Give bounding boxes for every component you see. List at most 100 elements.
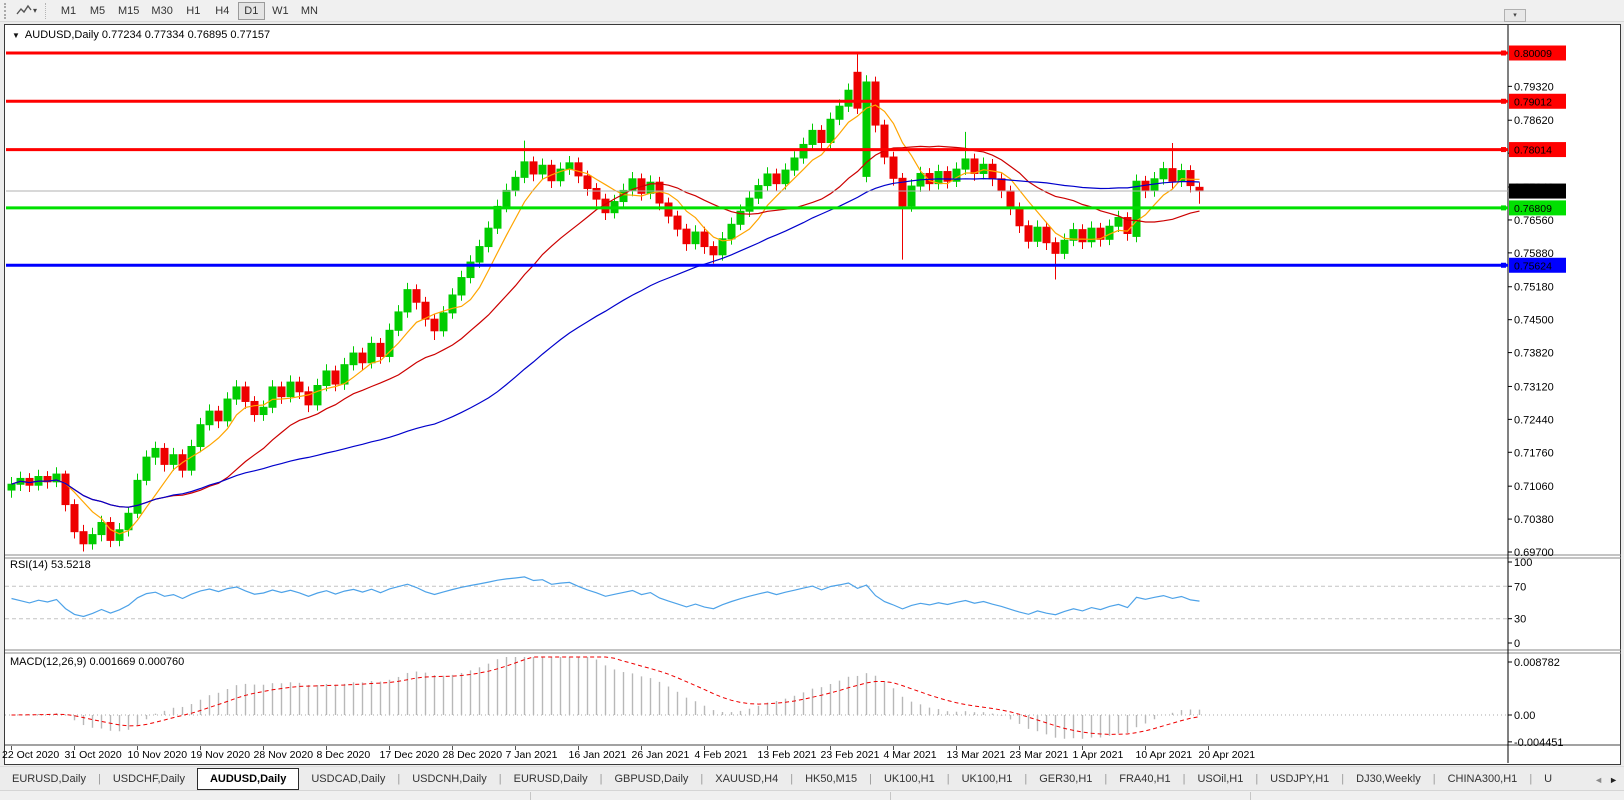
tab-divider: | [599,773,603,785]
svg-text:7 Jan 2021: 7 Jan 2021 [506,749,558,761]
svg-text:19 Nov 2020: 19 Nov 2020 [191,749,251,761]
panel-separators [5,25,1621,763]
timeframe-h4-button[interactable]: H4 [209,2,236,20]
tab-gbpusd-daily[interactable]: GBPUSD,Daily [614,773,689,785]
price-badges: 0.80009 0.79012 0.78014 0.76809 0.75624 0.771… [1509,45,1566,273]
status-separator [530,792,531,800]
ma-slow-line [11,177,1200,508]
toolbar-separator [45,2,47,19]
svg-text:0.76560: 0.76560 [1514,215,1554,227]
tab-u[interactable]: U [1544,773,1553,785]
tab-divider: | [790,773,794,785]
svg-text:0.75180: 0.75180 [1514,282,1554,294]
tab-divider: | [498,773,502,785]
chart-title-text: AUDUSD,Daily 0.77234 0.77334 0.76895 0.7… [24,29,271,41]
svg-text:0.70380: 0.70380 [1514,514,1554,526]
svg-text:8 Dec 2020: 8 Dec 2020 [317,749,371,761]
timeframe-m30-button[interactable]: M30 [146,2,177,20]
svg-text:30: 30 [1514,614,1526,626]
svg-text:0.79320: 0.79320 [1514,81,1554,93]
tab-divider: | [946,773,950,785]
tab-usdjpy-h1[interactable]: USDJPY,H1 [1270,773,1330,785]
moving-average-lines[interactable] [11,104,1200,535]
timeframe-d1-button[interactable]: D1 [237,1,265,20]
chevron-down-icon[interactable]: ▾ [33,6,38,15]
svg-text:0.79012: 0.79012 [1514,96,1552,108]
macd-signal-line [11,656,1200,735]
svg-text:-0.004451: -0.004451 [1514,737,1564,749]
svg-text:26 Jan 2021: 26 Jan 2021 [632,749,690,761]
tab-scroll-arrows: ◄ ► [1590,771,1622,789]
svg-text:0.00: 0.00 [1514,710,1535,722]
svg-text:13 Mar 2021: 13 Mar 2021 [947,749,1006,761]
rsi-line [11,576,1200,618]
svg-text:0.71060: 0.71060 [1514,481,1554,493]
rsi-indicator-label: RSI(14) 53.5218 [10,559,91,571]
tab-divider: | [1024,773,1028,785]
tab-usdcad-daily[interactable]: USDCAD,Daily [311,773,386,785]
timeframe-m5-button[interactable]: M5 [84,2,111,20]
svg-text:0.73820: 0.73820 [1514,348,1554,360]
svg-text:0.78620: 0.78620 [1514,115,1554,127]
svg-text:0.78014: 0.78014 [1514,145,1552,157]
svg-text:16 Jan 2021: 16 Jan 2021 [569,749,627,761]
svg-text:13 Feb 2021: 13 Feb 2021 [758,749,817,761]
tab-divider: | [1104,773,1108,785]
svg-text:0.69700: 0.69700 [1514,547,1554,559]
timeframe-m1-button[interactable]: M1 [55,2,82,20]
svg-text:4 Mar 2021: 4 Mar 2021 [884,749,937,761]
svg-text:20 Apr 2021: 20 Apr 2021 [1199,749,1256,761]
svg-text:0.76809: 0.76809 [1514,203,1552,215]
svg-text:0.75624: 0.75624 [1514,260,1552,272]
toolbar: ▾ M1 M5 M15 M30 H1 H4 D1 W1 MN ▾ [0,0,1624,22]
svg-text:0.008782: 0.008782 [1514,657,1560,669]
status-bar [0,790,1624,800]
svg-text:10 Nov 2020: 10 Nov 2020 [128,749,188,761]
tab-usdchf-daily[interactable]: USDCHF,Daily [112,773,185,785]
svg-text:17 Dec 2020: 17 Dec 2020 [380,749,440,761]
chart-tabs: EURUSD,Daily | USDCHF,Daily AUDUSD,Daily USD… [0,766,1624,790]
timeframe-mn-button[interactable]: MN [296,2,323,20]
tab-divider: | [397,773,401,785]
tab-divider: | [97,773,101,785]
svg-text:0.74500: 0.74500 [1514,315,1554,327]
toolbar-overflow-button[interactable]: ▾ [1504,9,1526,22]
tab-uk100-h1[interactable]: UK100,H1 [961,773,1013,785]
timeframe-m15-button[interactable]: M15 [113,2,144,20]
rsi-panel[interactable]: 100 70 30 0 [5,557,1532,650]
tab-fra40-h1[interactable]: FRA40,H1 [1119,773,1171,785]
tab-eurusd-daily[interactable]: EURUSD,Daily [12,773,86,785]
tab-usoil-h1[interactable]: USOil,H1 [1197,773,1244,785]
chart-title: ▼ AUDUSD,Daily 0.77234 0.77334 0.76895 0… [12,29,270,41]
tab-china300-h1[interactable]: CHINA300,H1 [1447,773,1518,785]
tab-eurusd-daily[interactable]: EURUSD,Daily [513,773,588,785]
tab-uk100-h1[interactable]: UK100,H1 [883,773,935,785]
timeframe-h1-button[interactable]: H1 [180,2,207,20]
tab-divider: | [869,773,872,785]
status-separator [1250,792,1251,800]
timeframe-w1-button[interactable]: W1 [267,2,294,20]
tab-dj30-weekly[interactable]: DJ30,Weekly [1356,773,1421,785]
macd-panel[interactable]: 0.008782 0.00 -0.004451 [5,656,1564,749]
tab-hk50-m15[interactable]: HK50,M15 [805,773,858,785]
svg-text:22 Oct 2020: 22 Oct 2020 [2,749,59,761]
tab-scroll-left-icon[interactable]: ◄ [1594,775,1604,785]
tab-usdcnh-daily[interactable]: USDCNH,Daily [412,773,487,785]
tab-xauusd-h4[interactable]: XAUUSD,H4 [715,773,779,785]
candlesticks[interactable] [7,53,1204,552]
toolbar-drag-handle[interactable] [4,2,9,19]
horizontal-lines[interactable] [6,50,1508,268]
svg-text:28 Dec 2020: 28 Dec 2020 [443,749,503,761]
tab-ger30-h1[interactable]: GER30,H1 [1039,773,1093,785]
tab-divider: | [1432,773,1436,785]
tab-scroll-right-icon[interactable]: ► [1609,775,1618,785]
ma-mid-line [11,145,1200,508]
tab-audusd-daily[interactable]: AUDUSD,Daily [196,768,300,790]
symbol-dropdown-icon[interactable]: ▼ [12,30,20,40]
tab-divider: | [700,773,704,785]
date-axis: 22 Oct 2020 31 Oct 2020 10 Nov 2020 19 Nov … [2,746,1255,761]
line-chart-icon[interactable] [15,3,33,19]
svg-text:23 Mar 2021: 23 Mar 2021 [1010,749,1069,761]
svg-text:23 Feb 2021: 23 Feb 2021 [821,749,880,761]
